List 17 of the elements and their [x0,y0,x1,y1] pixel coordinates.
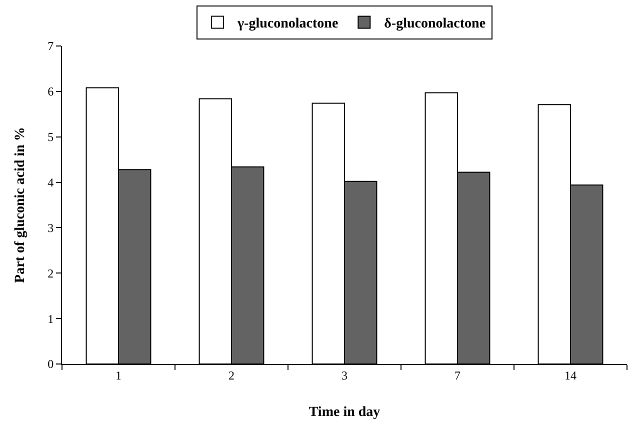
y-axis-title: Part of gluconic acid in % [13,127,28,283]
y-tick-label: 2 [48,266,54,280]
y-tick-label: 0 [48,357,54,372]
y-tick-label: 7 [48,39,54,54]
x-axis-title: Time in day [308,405,380,420]
y-tick-label: 5 [48,130,54,144]
x-tick-label: 1 [116,368,122,382]
x-tick-label: 2 [228,368,234,382]
legend-label: δ-gluconolactone [384,16,486,32]
x-tick-label: 3 [342,368,348,382]
y-tick-label: 1 [48,312,54,326]
y-tick-label: 4 [48,175,54,190]
x-tick-label: 14 [564,368,576,382]
y-tick-label: 3 [48,220,54,235]
legend-label: γ-gluconolactone [236,16,338,32]
y-tick-label: 6 [48,84,54,99]
x-tick-label: 7 [454,368,460,382]
